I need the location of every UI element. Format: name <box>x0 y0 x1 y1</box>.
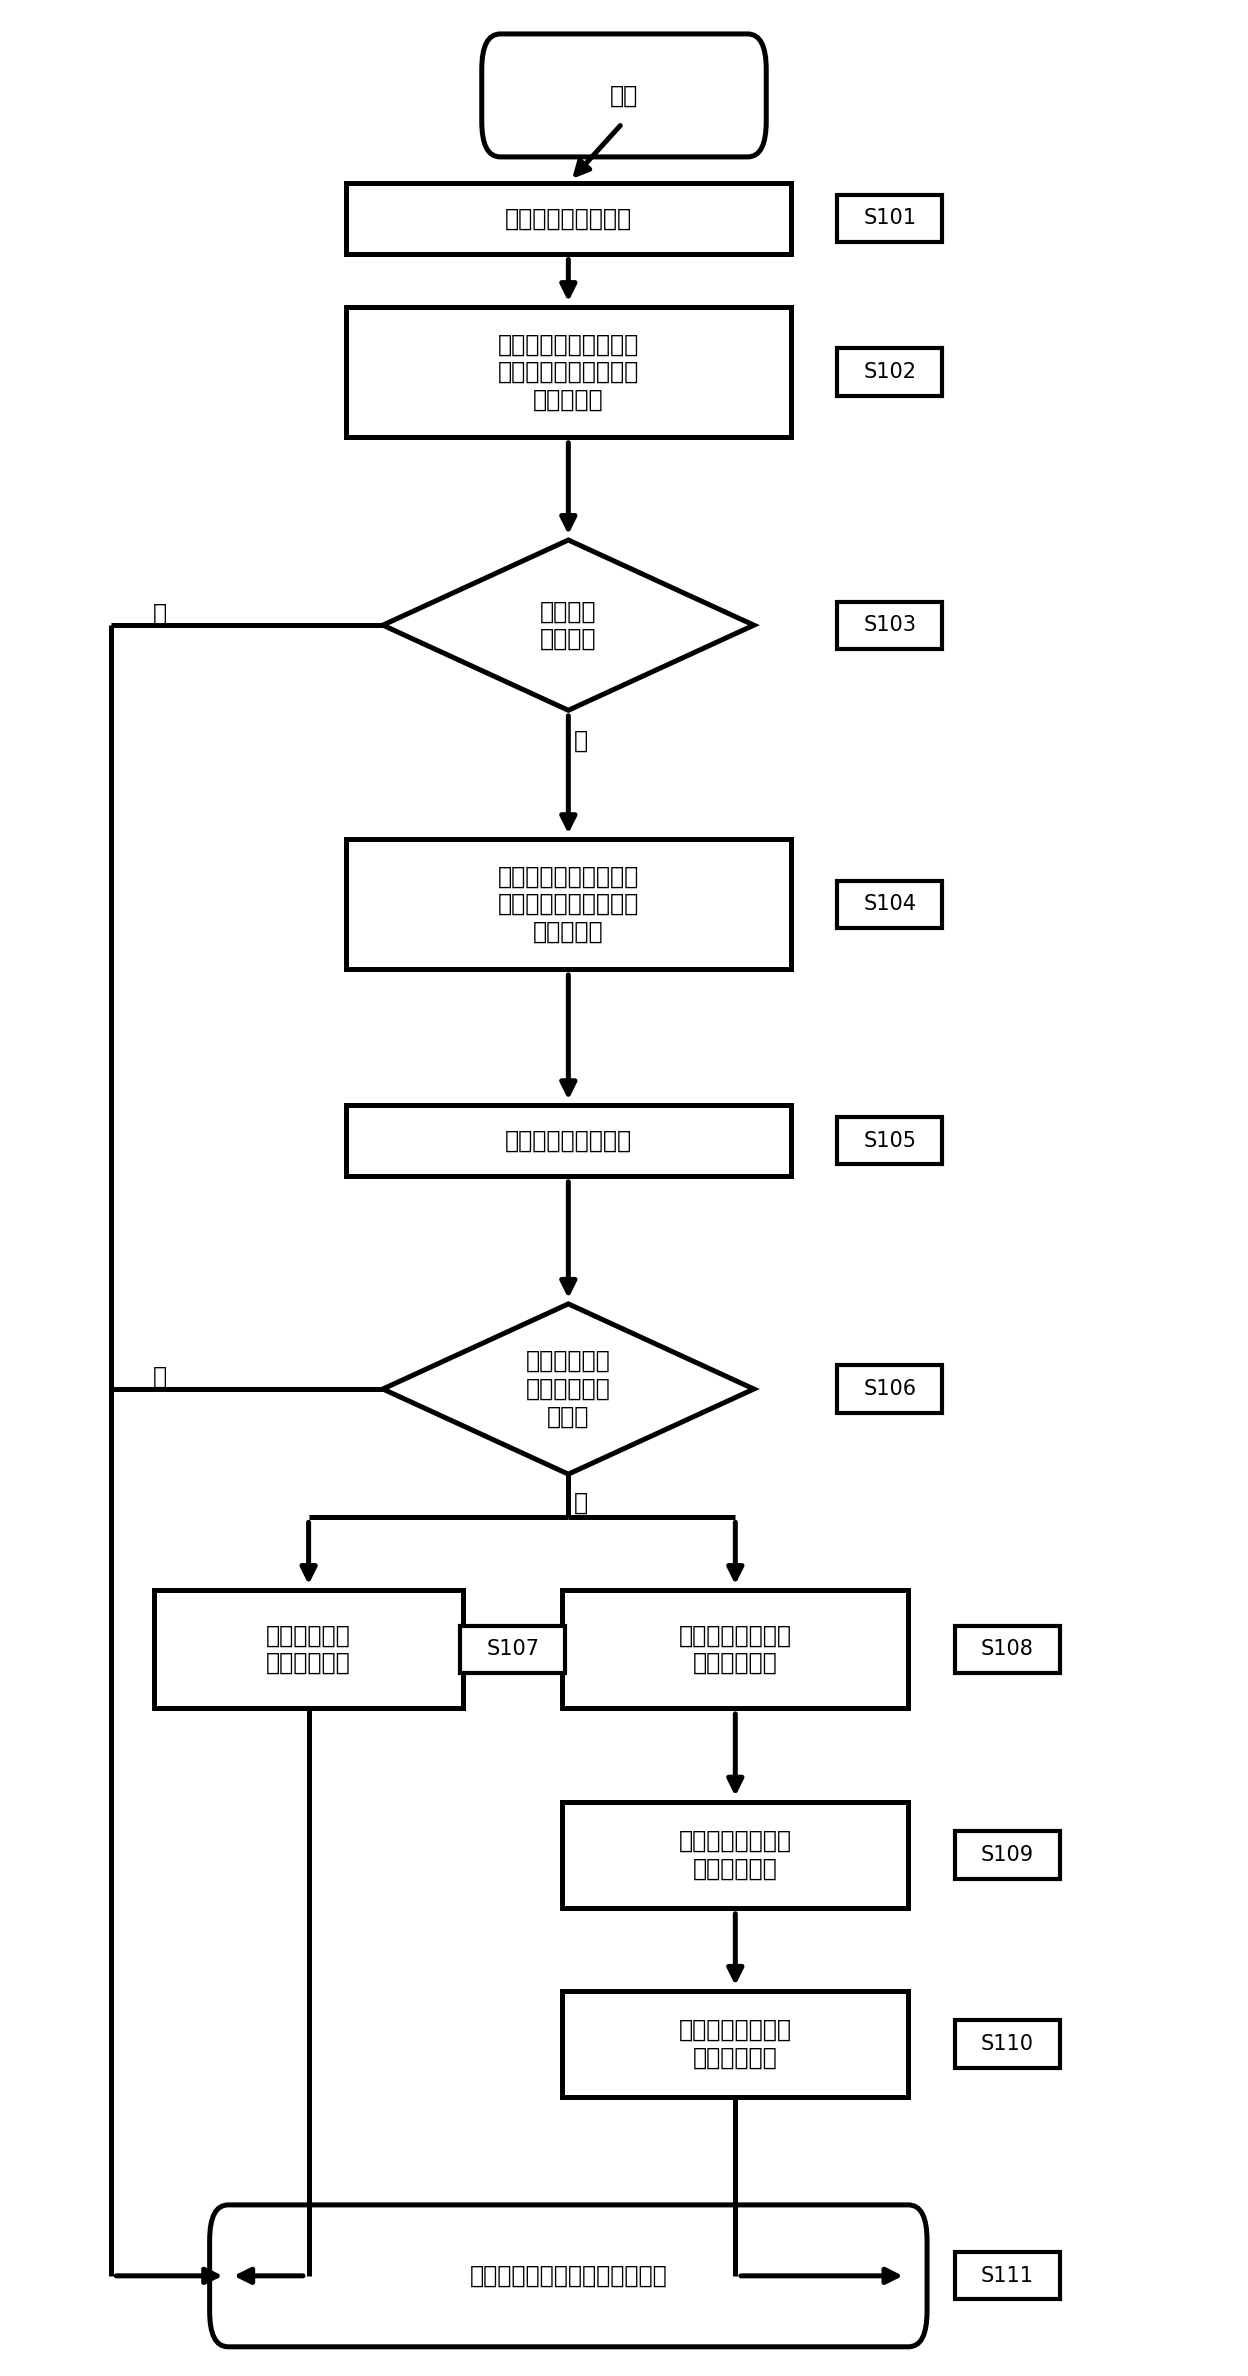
FancyBboxPatch shape <box>955 1832 1060 1879</box>
FancyBboxPatch shape <box>461 1625 565 1673</box>
Text: S108: S108 <box>981 1639 1033 1658</box>
Text: 获得现场干扰信号
的类型及来源: 获得现场干扰信号 的类型及来源 <box>679 1830 791 1882</box>
Text: 是: 是 <box>574 729 588 753</box>
Text: S111: S111 <box>981 2267 1033 2286</box>
FancyBboxPatch shape <box>346 307 791 437</box>
FancyBboxPatch shape <box>837 195 942 242</box>
FancyBboxPatch shape <box>562 1590 909 1708</box>
FancyBboxPatch shape <box>562 1991 909 2098</box>
Text: S107: S107 <box>487 1639 539 1658</box>
FancyBboxPatch shape <box>482 33 766 157</box>
Text: S102: S102 <box>864 361 916 383</box>
FancyBboxPatch shape <box>346 839 791 969</box>
Polygon shape <box>383 539 754 710</box>
Text: 获得干扰信号的类型: 获得干扰信号的类型 <box>504 1129 631 1152</box>
FancyBboxPatch shape <box>837 1117 942 1164</box>
FancyBboxPatch shape <box>210 2205 927 2347</box>
Text: 是否存在
干扰信号: 是否存在 干扰信号 <box>540 599 597 651</box>
Text: 开始: 开始 <box>610 83 638 107</box>
Text: 安装局放电检测设备: 安装局放电检测设备 <box>504 207 631 230</box>
Text: 工作人员对现场干
扰源进行处理: 工作人员对现场干 扰源进行处理 <box>679 2017 791 2069</box>
FancyBboxPatch shape <box>837 881 942 929</box>
Text: 实现实验前干扰信号的有效抑制: 实现实验前干扰信号的有效抑制 <box>469 2264 668 2288</box>
Text: 将干扰信号转化为特征
谱图并与干扰信号样本
库进行比较: 将干扰信号转化为特征 谱图并与干扰信号样本 库进行比较 <box>498 865 639 943</box>
FancyBboxPatch shape <box>837 1366 942 1414</box>
Text: S103: S103 <box>864 615 916 634</box>
FancyBboxPatch shape <box>955 1625 1060 1673</box>
Text: S110: S110 <box>981 2034 1033 2055</box>
FancyBboxPatch shape <box>837 601 942 649</box>
Polygon shape <box>383 1304 754 1473</box>
Text: 否: 否 <box>154 601 167 625</box>
Text: 否: 否 <box>154 1366 167 1390</box>
Text: 换流变压器局放实验前
对实验厂房内的背景噪
声进行检测: 换流变压器局放实验前 对实验厂房内的背景噪 声进行检测 <box>498 333 639 411</box>
Text: S106: S106 <box>864 1378 916 1399</box>
Text: 是: 是 <box>574 1490 588 1514</box>
Text: 采用定位技术实现
干扰源的定位: 采用定位技术实现 干扰源的定位 <box>679 1623 791 1675</box>
FancyBboxPatch shape <box>562 1801 909 1908</box>
FancyBboxPatch shape <box>346 183 791 254</box>
Text: 利用软件进行
有选择性去噪: 利用软件进行 有选择性去噪 <box>266 1623 351 1675</box>
Text: S105: S105 <box>864 1131 916 1150</box>
Text: S104: S104 <box>864 893 916 915</box>
FancyBboxPatch shape <box>955 2020 1060 2067</box>
FancyBboxPatch shape <box>154 1590 463 1708</box>
Text: 是否对局部信
号检测滤波产
生影响: 是否对局部信 号检测滤波产 生影响 <box>525 1350 610 1428</box>
FancyBboxPatch shape <box>837 349 942 397</box>
Text: S101: S101 <box>864 209 916 228</box>
Text: S109: S109 <box>981 1844 1035 1865</box>
FancyBboxPatch shape <box>955 2252 1060 2300</box>
FancyBboxPatch shape <box>346 1105 791 1176</box>
